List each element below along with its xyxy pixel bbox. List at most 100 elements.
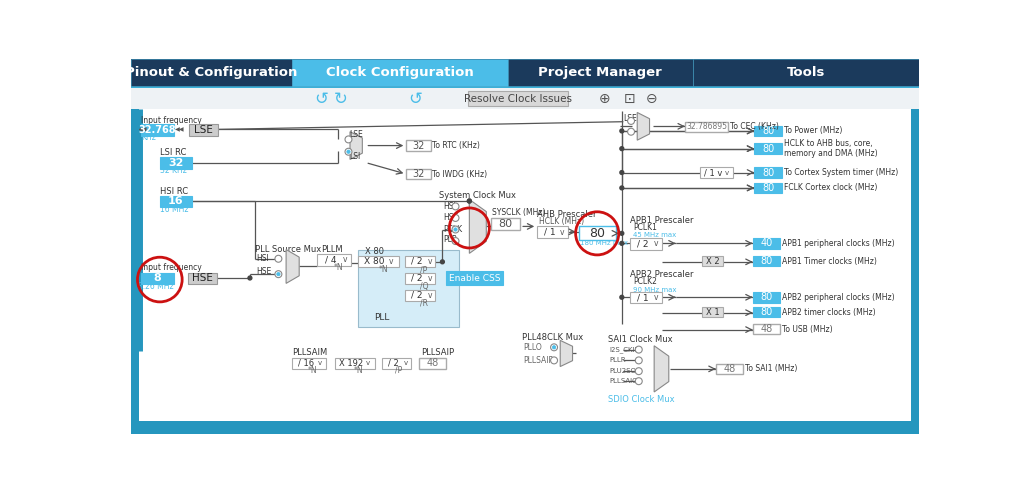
Text: Input frequency: Input frequency (141, 116, 202, 124)
Bar (630, 292, 662, 304)
Text: *N: *N (354, 366, 364, 375)
Text: ⊕: ⊕ (598, 92, 610, 105)
Polygon shape (637, 112, 649, 140)
Text: /P: /P (395, 366, 402, 375)
Text: X 2: X 2 (706, 257, 720, 266)
Bar (358, 256, 398, 267)
Text: LSE: LSE (624, 114, 637, 123)
Text: ◀◀: ◀◀ (175, 128, 184, 133)
Text: X 80: X 80 (365, 257, 385, 266)
Bar (292, 59, 508, 86)
Text: 180 MHz max: 180 MHz max (581, 241, 629, 246)
Text: /R: /R (420, 299, 428, 308)
Bar (692, 59, 920, 86)
Bar (700, 167, 733, 178)
Circle shape (248, 276, 252, 280)
Circle shape (274, 255, 282, 262)
Text: / 2: / 2 (637, 239, 648, 248)
Bar (407, 140, 431, 151)
Circle shape (274, 271, 282, 278)
Text: HSI: HSI (443, 202, 456, 211)
Text: Pinout & Configuration: Pinout & Configuration (125, 66, 298, 79)
Text: 48: 48 (761, 324, 773, 334)
Text: PLL Source Mux: PLL Source Mux (255, 245, 322, 254)
Text: LSI RC: LSI RC (160, 148, 186, 157)
Text: v: v (342, 255, 347, 264)
Text: To CEC (KHz): To CEC (KHz) (730, 122, 778, 131)
Text: / 2: / 2 (412, 274, 423, 283)
Bar (716, 364, 743, 374)
Text: *N: *N (334, 264, 343, 272)
Bar (508, 59, 692, 86)
Text: PLLSAIO: PLLSAIO (609, 378, 638, 384)
Bar (131, 59, 292, 86)
Text: 32: 32 (413, 169, 425, 179)
Bar (407, 169, 431, 180)
Circle shape (635, 368, 642, 375)
Text: v: v (403, 361, 408, 366)
Text: v: v (428, 274, 432, 283)
Text: 32 KHz: 32 KHz (160, 166, 186, 176)
Text: APB1 Prescaler: APB1 Prescaler (630, 216, 693, 225)
Bar (753, 307, 780, 317)
Bar (538, 226, 568, 238)
Text: SAI1 Clock Mux: SAI1 Clock Mux (608, 335, 673, 344)
Circle shape (551, 344, 557, 351)
Bar (701, 257, 724, 266)
Text: 16 MHz: 16 MHz (160, 205, 188, 214)
Text: Resolve Clock Issues: Resolve Clock Issues (464, 94, 571, 103)
Text: FCLK Cortex clock (MHz): FCLK Cortex clock (MHz) (783, 183, 877, 192)
Circle shape (467, 199, 471, 203)
Circle shape (276, 272, 281, 276)
Bar (382, 358, 411, 369)
Text: 8.26 MHz: 8.26 MHz (138, 282, 174, 291)
Text: ↻: ↻ (334, 90, 348, 107)
Circle shape (635, 346, 642, 353)
Text: / 2: / 2 (412, 257, 423, 266)
Text: 80: 80 (761, 292, 773, 302)
Text: / 4: / 4 (325, 255, 336, 264)
Text: / 2: / 2 (388, 359, 398, 368)
Text: HSI RC: HSI RC (160, 186, 188, 196)
Bar (490, 218, 520, 230)
Circle shape (452, 203, 459, 210)
Text: 80: 80 (762, 143, 774, 154)
Text: ↺: ↺ (409, 90, 422, 107)
Text: PLLSAIP: PLLSAIP (422, 348, 455, 357)
Text: /Q: /Q (420, 282, 429, 291)
Text: 90 MHz max: 90 MHz max (634, 286, 677, 293)
Text: HSE: HSE (256, 267, 271, 276)
Bar (685, 122, 728, 132)
Text: PLL: PLL (374, 313, 389, 322)
Circle shape (345, 148, 352, 155)
Text: Enable CSS: Enable CSS (449, 273, 501, 283)
Text: X 80: X 80 (366, 246, 384, 256)
Bar (131, 109, 920, 434)
Text: 16: 16 (168, 196, 183, 206)
Text: 80: 80 (589, 227, 605, 240)
Text: X 1: X 1 (706, 308, 720, 317)
Text: LSE: LSE (195, 125, 213, 135)
Bar (160, 157, 193, 169)
Bar (404, 289, 435, 301)
Text: / 16: / 16 (298, 359, 314, 368)
Text: PLLO: PLLO (523, 343, 542, 352)
Bar (755, 143, 782, 154)
Circle shape (620, 186, 624, 190)
Text: To SAI1 (MHz): To SAI1 (MHz) (745, 365, 798, 373)
Bar (316, 254, 351, 265)
Text: ⊡: ⊡ (624, 92, 635, 105)
Circle shape (620, 242, 624, 245)
Text: v: v (318, 361, 323, 366)
Text: I2S_CKIN: I2S_CKIN (609, 346, 640, 353)
Text: 80: 80 (499, 219, 513, 229)
Text: HCLK to AHB bus, core,
memory and DMA (MHz): HCLK to AHB bus, core, memory and DMA (M… (783, 139, 878, 158)
Text: HSE: HSE (191, 273, 213, 284)
Text: 80: 80 (761, 257, 773, 266)
Text: v: v (389, 257, 393, 266)
Bar (753, 292, 780, 303)
Text: SDIO Clock Mux: SDIO Clock Mux (608, 395, 675, 404)
Text: ◀◀: ◀◀ (138, 128, 147, 133)
Circle shape (454, 228, 457, 231)
Text: System Clock Mux: System Clock Mux (438, 191, 515, 200)
